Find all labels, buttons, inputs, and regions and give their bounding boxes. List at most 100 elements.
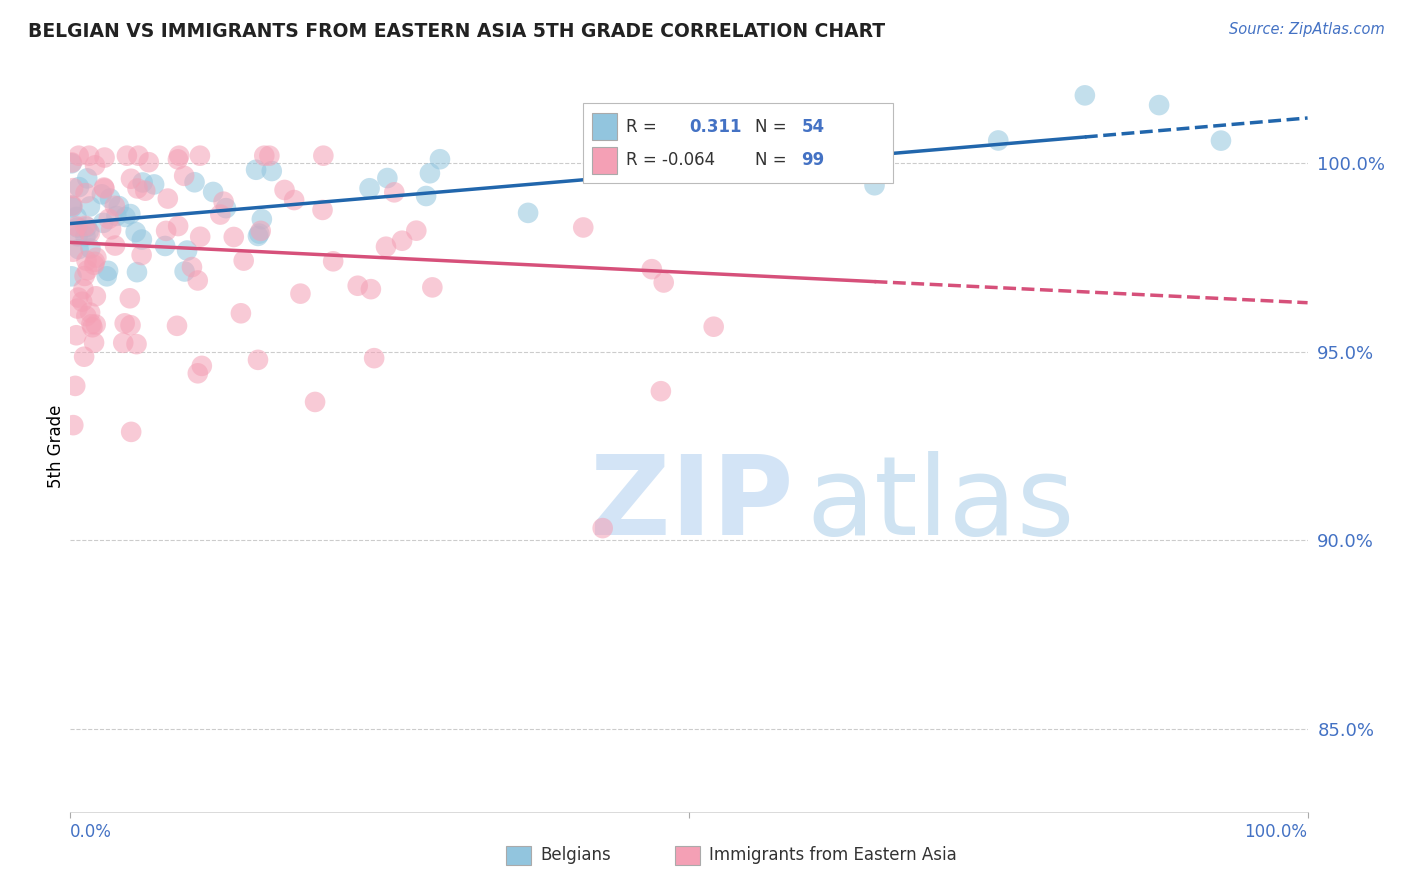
Point xyxy=(79,305,101,319)
Point xyxy=(65,210,87,224)
Point xyxy=(131,233,153,247)
Point xyxy=(134,184,156,198)
Point xyxy=(60,200,83,214)
Point xyxy=(75,229,97,244)
Point xyxy=(322,254,344,268)
Point xyxy=(346,278,368,293)
Point xyxy=(97,264,120,278)
Point xyxy=(156,192,179,206)
Point xyxy=(77,224,100,238)
Point xyxy=(73,268,96,283)
Point xyxy=(246,228,269,243)
Point xyxy=(283,193,305,207)
Point xyxy=(188,229,211,244)
Point xyxy=(114,316,136,330)
Point xyxy=(79,199,101,213)
Point xyxy=(125,337,148,351)
Point xyxy=(76,219,98,234)
Point xyxy=(84,158,107,172)
Point xyxy=(183,175,205,189)
Point xyxy=(215,201,238,215)
Point xyxy=(259,149,281,163)
Point xyxy=(863,178,886,193)
Point xyxy=(229,306,252,320)
Point xyxy=(114,210,136,224)
Point xyxy=(98,192,121,206)
Point xyxy=(100,222,122,236)
Point xyxy=(167,153,190,167)
Point xyxy=(66,229,89,244)
Point xyxy=(62,199,84,213)
Point xyxy=(253,149,276,163)
Point xyxy=(112,335,135,350)
Point xyxy=(222,230,245,244)
Point xyxy=(153,239,176,253)
Point xyxy=(66,301,89,316)
Point xyxy=(429,153,451,167)
Point xyxy=(127,181,149,195)
Point xyxy=(181,260,204,274)
Point xyxy=(75,186,97,200)
Point xyxy=(375,240,398,254)
Text: Belgians: Belgians xyxy=(540,847,610,864)
Point xyxy=(641,262,664,277)
Point xyxy=(592,521,614,535)
Point xyxy=(83,254,105,268)
Point xyxy=(105,209,128,223)
Text: 0.0%: 0.0% xyxy=(70,823,112,841)
Point xyxy=(65,379,87,393)
Point xyxy=(405,224,427,238)
Point xyxy=(90,187,112,202)
Point xyxy=(104,238,127,252)
Point xyxy=(987,133,1010,147)
Point xyxy=(191,359,214,373)
Point xyxy=(273,183,295,197)
Point xyxy=(250,212,273,227)
Point xyxy=(80,317,103,331)
Point xyxy=(131,176,153,190)
Point xyxy=(143,178,166,192)
Point xyxy=(419,166,441,180)
Point xyxy=(247,227,270,241)
Point xyxy=(363,351,385,366)
Point xyxy=(422,280,444,294)
Point xyxy=(517,206,540,220)
Point xyxy=(360,282,382,296)
Point xyxy=(415,189,437,203)
Point xyxy=(62,181,84,195)
Text: atlas: atlas xyxy=(807,451,1076,558)
Point xyxy=(75,219,97,233)
Point xyxy=(67,180,90,194)
Point xyxy=(67,291,90,305)
Text: 0.311: 0.311 xyxy=(689,118,741,136)
Point xyxy=(96,269,118,284)
Point xyxy=(290,286,312,301)
Point xyxy=(76,171,98,186)
Point xyxy=(60,198,83,212)
Point xyxy=(62,418,84,433)
Text: 99: 99 xyxy=(801,152,825,169)
Point xyxy=(382,186,405,200)
Point xyxy=(1147,98,1170,112)
Point xyxy=(97,211,120,226)
Point xyxy=(155,224,177,238)
Point xyxy=(359,181,381,195)
Point xyxy=(104,199,127,213)
Point xyxy=(120,425,142,439)
Point xyxy=(187,273,209,287)
Point xyxy=(311,202,333,217)
Point xyxy=(79,226,101,240)
Point xyxy=(65,328,87,343)
Point xyxy=(232,253,254,268)
Point xyxy=(120,207,142,221)
Text: BELGIAN VS IMMIGRANTS FROM EASTERN ASIA 5TH GRADE CORRELATION CHART: BELGIAN VS IMMIGRANTS FROM EASTERN ASIA … xyxy=(28,22,886,41)
Point xyxy=(304,395,326,409)
Point xyxy=(107,199,129,213)
Text: 54: 54 xyxy=(801,118,824,136)
Point xyxy=(138,155,160,169)
Point xyxy=(79,242,101,256)
Point xyxy=(167,149,190,163)
Point xyxy=(93,181,115,195)
Point xyxy=(127,149,149,163)
Point xyxy=(312,149,335,163)
